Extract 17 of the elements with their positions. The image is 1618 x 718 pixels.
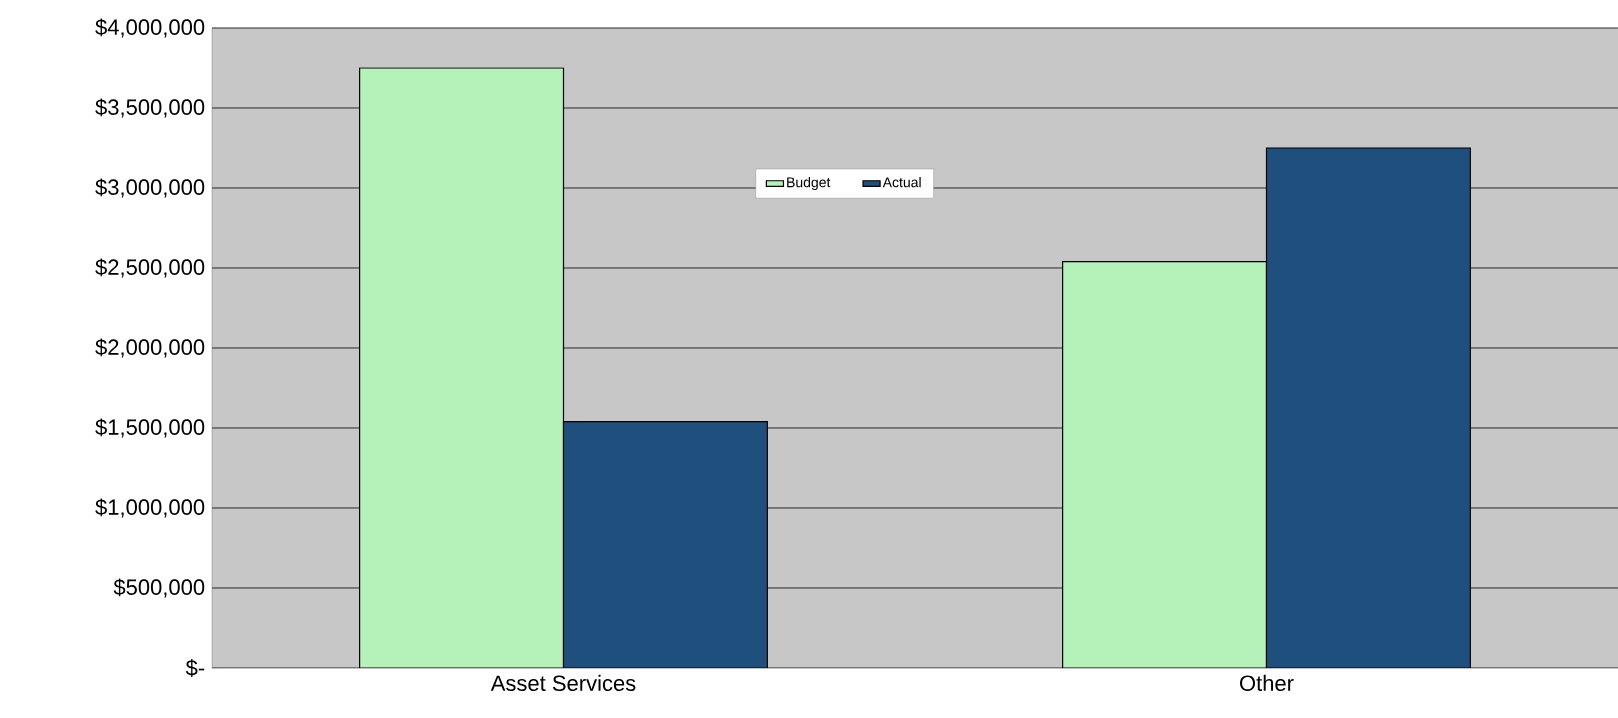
y-tick-label: $3,000,000 <box>95 178 205 198</box>
y-tick-label: $1,000,000 <box>95 498 205 518</box>
y-tick-label: $1,500,000 <box>95 418 205 438</box>
y-tick-label: $3,500,000 <box>95 98 205 118</box>
y-tick-label: $4,000,000 <box>95 18 205 38</box>
bar <box>1265 147 1471 668</box>
bar <box>359 67 565 668</box>
y-tick-label: $500,000 <box>113 578 205 598</box>
y-tick-label: $- <box>185 659 205 677</box>
y-tick-label: $2,500,000 <box>95 258 205 278</box>
legend-label: Budget <box>787 177 831 191</box>
bar <box>562 421 768 668</box>
x-tick-label: Asset Services <box>490 674 636 692</box>
y-tick-label: $2,000,000 <box>95 338 205 358</box>
x-tick-label: Other <box>1240 674 1294 692</box>
legend-label: Actual <box>882 177 921 188</box>
bar <box>1062 261 1268 668</box>
